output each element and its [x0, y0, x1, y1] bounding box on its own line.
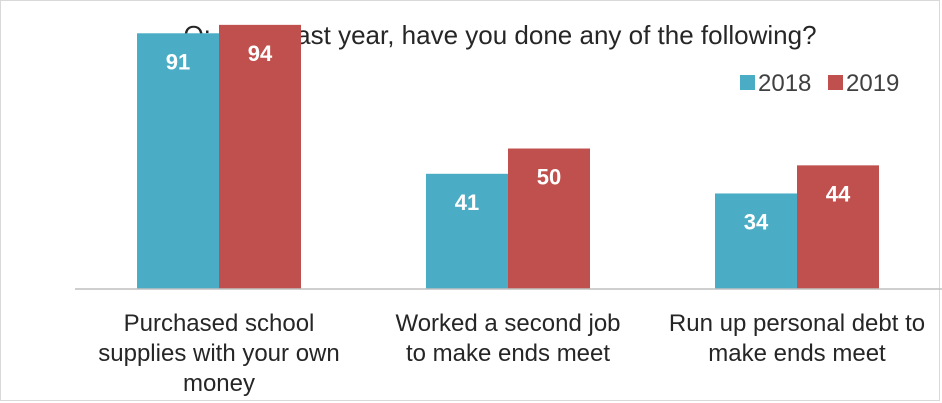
- value-label-2018-2: 41: [455, 190, 479, 215]
- bars: [137, 24, 879, 290]
- value-label-2019-1: 94: [248, 41, 273, 66]
- legend-label-2018: 2018: [758, 70, 811, 97]
- category-labels: Purchased school supplies with your own mo…: [98, 310, 925, 397]
- bar-2019-2: [508, 148, 590, 289]
- bar-2019-3: [797, 165, 879, 289]
- bar-2018-3: [715, 193, 797, 289]
- category-label-2: Worked a second job to make ends meet: [395, 310, 620, 367]
- value-label-2018-1: 91: [166, 49, 190, 74]
- value-label-2019-2: 50: [537, 165, 561, 190]
- legend-label-2019: 2019: [846, 70, 899, 97]
- bar-2018-1: [137, 33, 219, 289]
- bar-2019-1: [219, 24, 301, 290]
- value-label-2019-3: 44: [826, 181, 851, 206]
- value-label-2018-3: 34: [744, 209, 769, 234]
- category-label-1: Purchased school supplies with your own mo…: [98, 310, 339, 397]
- legend: 2018 2019: [740, 70, 899, 97]
- category-label-3: Run up personal debt to make ends meet: [669, 310, 925, 367]
- legend-swatch-2018: [740, 75, 755, 90]
- bar-2018-2: [426, 173, 508, 289]
- value-labels: 91 94 41 50 34 44: [166, 41, 851, 235]
- legend-swatch-2019: [828, 75, 843, 90]
